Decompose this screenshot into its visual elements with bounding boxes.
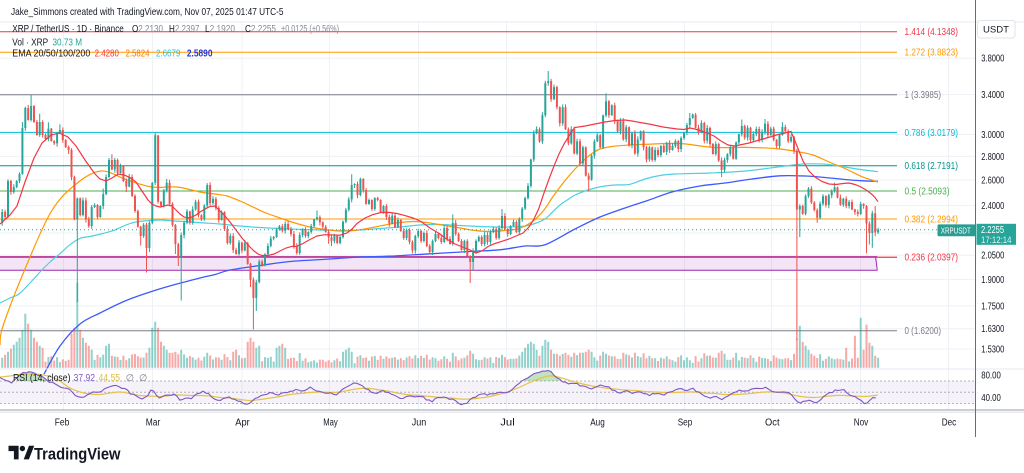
- svg-text:XRP / TetherUS · 1D · Binance: XRP / TetherUS · 1D · Binance: [12, 24, 124, 35]
- svg-text:2.5890: 2.5890: [187, 48, 213, 59]
- svg-text:2.4280: 2.4280: [95, 48, 120, 59]
- svg-text:0.382 (2.2994): 0.382 (2.2994): [905, 214, 959, 225]
- svg-text:USDT: USDT: [983, 25, 1009, 36]
- svg-text:1.5300: 1.5300: [981, 344, 1004, 355]
- svg-text:∅: ∅: [126, 373, 134, 384]
- svg-text:Jake_Simmons created with Trad: Jake_Simmons created with TradingView.co…: [11, 6, 284, 18]
- svg-text:H2.2397: H2.2397: [169, 24, 200, 35]
- svg-text:May: May: [323, 417, 338, 428]
- svg-text:Sep: Sep: [678, 417, 693, 428]
- svg-text:+0.0125 (+0.56%): +0.0125 (+0.56%): [281, 24, 339, 35]
- svg-text:1.272 (3.8823): 1.272 (3.8823): [905, 48, 959, 59]
- svg-text:2.0500: 2.0500: [981, 251, 1004, 262]
- svg-text:Jul: Jul: [500, 417, 515, 428]
- svg-text:Aug: Aug: [590, 417, 605, 428]
- svg-text:Dec: Dec: [942, 417, 957, 428]
- svg-text:Vol · XRP: Vol · XRP: [12, 37, 48, 48]
- svg-text:Nov: Nov: [854, 417, 869, 428]
- svg-text:1.414 (4.1348): 1.414 (4.1348): [905, 27, 959, 38]
- svg-text:0.618 (2.7191): 0.618 (2.7191): [905, 161, 959, 172]
- svg-text:C2.2255: C2.2255: [245, 24, 276, 35]
- svg-text:L2.1920: L2.1920: [205, 24, 235, 35]
- svg-text:TradingView: TradingView: [34, 446, 121, 464]
- svg-text:EMA 20/50/100/200: EMA 20/50/100/200: [12, 48, 90, 59]
- svg-text:17:12:14: 17:12:14: [981, 235, 1012, 245]
- svg-text:2.5824: 2.5824: [126, 48, 150, 59]
- svg-text:3.0000: 3.0000: [981, 130, 1004, 141]
- svg-text:2.2255: 2.2255: [981, 225, 1004, 236]
- svg-text:0.236 (2.0397): 0.236 (2.0397): [905, 253, 959, 264]
- svg-text:3.8000: 3.8000: [981, 54, 1004, 65]
- svg-text:1.9000: 1.9000: [981, 275, 1004, 286]
- svg-text:∅: ∅: [139, 373, 147, 384]
- svg-text:2.6000: 2.6000: [981, 175, 1004, 186]
- svg-text:Apr: Apr: [235, 417, 250, 428]
- svg-text:O2.2130: O2.2130: [132, 24, 163, 35]
- svg-text:40.00: 40.00: [981, 393, 1001, 404]
- svg-text:80.00: 80.00: [981, 371, 1001, 382]
- svg-text:Oct: Oct: [765, 417, 780, 428]
- svg-text:1.6300: 1.6300: [981, 324, 1004, 335]
- svg-text:0.786 (3.0179): 0.786 (3.0179): [905, 128, 959, 139]
- svg-text:37.92: 37.92: [74, 373, 96, 384]
- svg-text:2.4000: 2.4000: [981, 201, 1004, 212]
- svg-text:Mar: Mar: [146, 417, 161, 428]
- svg-text:0 (1.6200): 0 (1.6200): [905, 326, 942, 337]
- svg-text:1.7500: 1.7500: [981, 301, 1004, 312]
- svg-text:RSI (14, close): RSI (14, close): [13, 373, 71, 384]
- svg-text:2.6679: 2.6679: [156, 48, 181, 59]
- svg-text:44.55: 44.55: [99, 373, 121, 384]
- svg-text:30.73 M: 30.73 M: [53, 37, 83, 48]
- svg-text:XRPUSDT: XRPUSDT: [941, 226, 971, 236]
- svg-text:3.4000: 3.4000: [981, 90, 1004, 101]
- svg-text:2.8000: 2.8000: [981, 152, 1004, 163]
- svg-text:0.5 (2.5093): 0.5 (2.5093): [905, 186, 950, 197]
- svg-text:Jun: Jun: [412, 417, 427, 428]
- svg-text:1 (3.3985): 1 (3.3985): [905, 90, 942, 101]
- svg-text:Feb: Feb: [55, 417, 70, 428]
